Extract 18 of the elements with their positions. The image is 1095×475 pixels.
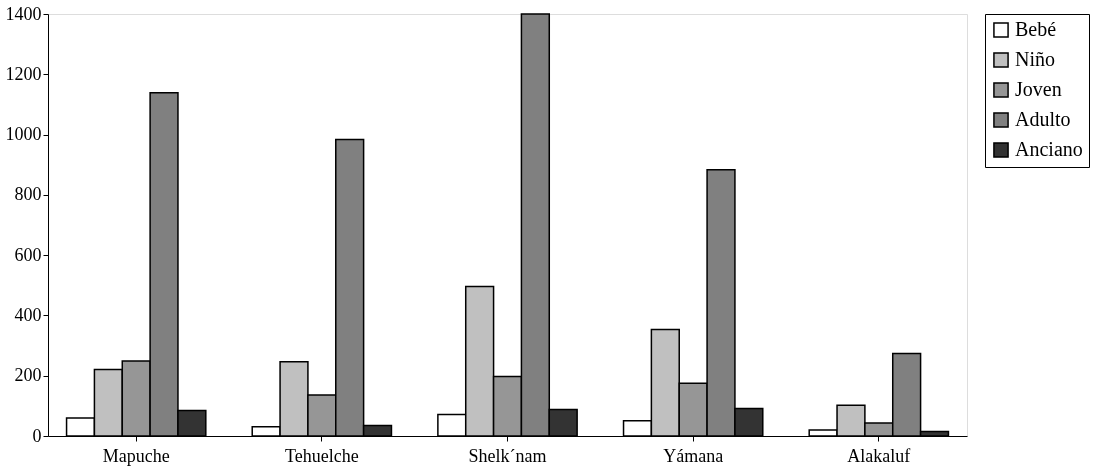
x-tick-label: Mapuche: [102, 445, 170, 466]
y-tick-label: 1200: [5, 63, 42, 84]
legend-label: Joven: [1015, 78, 1062, 100]
x-tick-label: Alakaluf: [847, 445, 911, 466]
legend-label: Adulto: [1015, 108, 1071, 130]
legend-label: Niño: [1015, 48, 1055, 70]
y-tick-label: 1000: [5, 124, 42, 145]
y-tick-label: 800: [14, 184, 42, 205]
y-tick-label: 0: [32, 425, 42, 446]
x-tick-label: Yámana: [663, 445, 724, 466]
y-tick-label: 200: [14, 365, 42, 386]
y-tick-label: 600: [14, 244, 42, 265]
x-tick-label: Tehuelche: [284, 445, 359, 466]
legend-label: Bebé: [1015, 18, 1057, 40]
x-tick-label: Shelk´nam: [468, 445, 547, 466]
y-tick-label: 1400: [5, 3, 42, 24]
legend-label: Anciano: [1015, 138, 1083, 160]
y-tick-label: 400: [14, 304, 42, 325]
